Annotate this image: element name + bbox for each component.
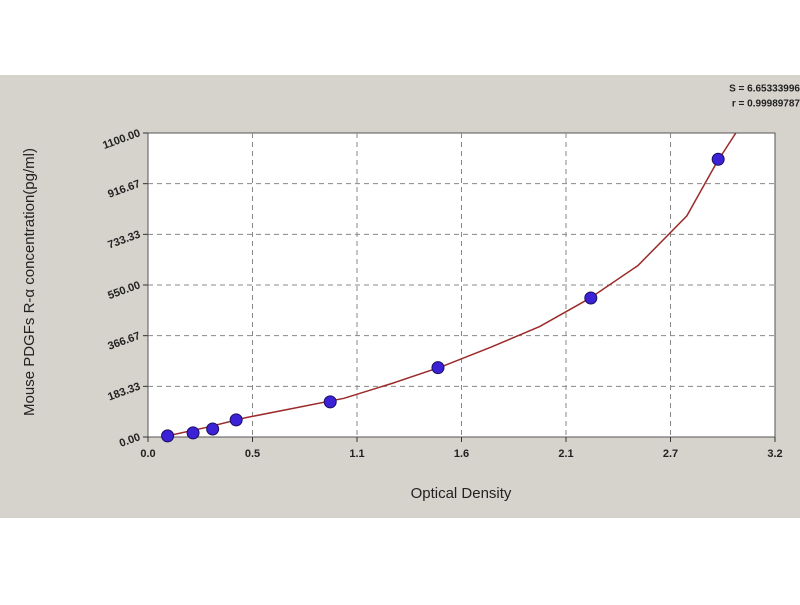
x-tick-label: 2.1 bbox=[558, 448, 573, 460]
y-axis-label: Mouse PDGFs R-α concentration(pg/ml) bbox=[21, 148, 38, 416]
data-point bbox=[161, 429, 175, 443]
data-point bbox=[186, 426, 200, 440]
x-tick-label: 1.6 bbox=[454, 448, 469, 460]
x-tick-label: 3.2 bbox=[767, 448, 782, 460]
x-axis-label: Optical Density bbox=[411, 485, 512, 502]
fit-curve bbox=[167, 133, 737, 437]
data-point bbox=[431, 361, 445, 375]
x-tick-label: 0.0 bbox=[140, 448, 155, 460]
data-point bbox=[584, 291, 598, 305]
data-point bbox=[711, 152, 725, 166]
x-tick-label: 1.1 bbox=[349, 448, 364, 460]
annotation: r = 0.99989787 bbox=[732, 99, 800, 110]
data-point bbox=[323, 395, 337, 409]
annotation: S = 6.65333996 bbox=[729, 84, 800, 95]
x-tick-label: 2.7 bbox=[663, 448, 678, 460]
data-point bbox=[229, 413, 243, 427]
data-point bbox=[206, 422, 220, 436]
x-tick-label: 0.5 bbox=[245, 448, 260, 460]
